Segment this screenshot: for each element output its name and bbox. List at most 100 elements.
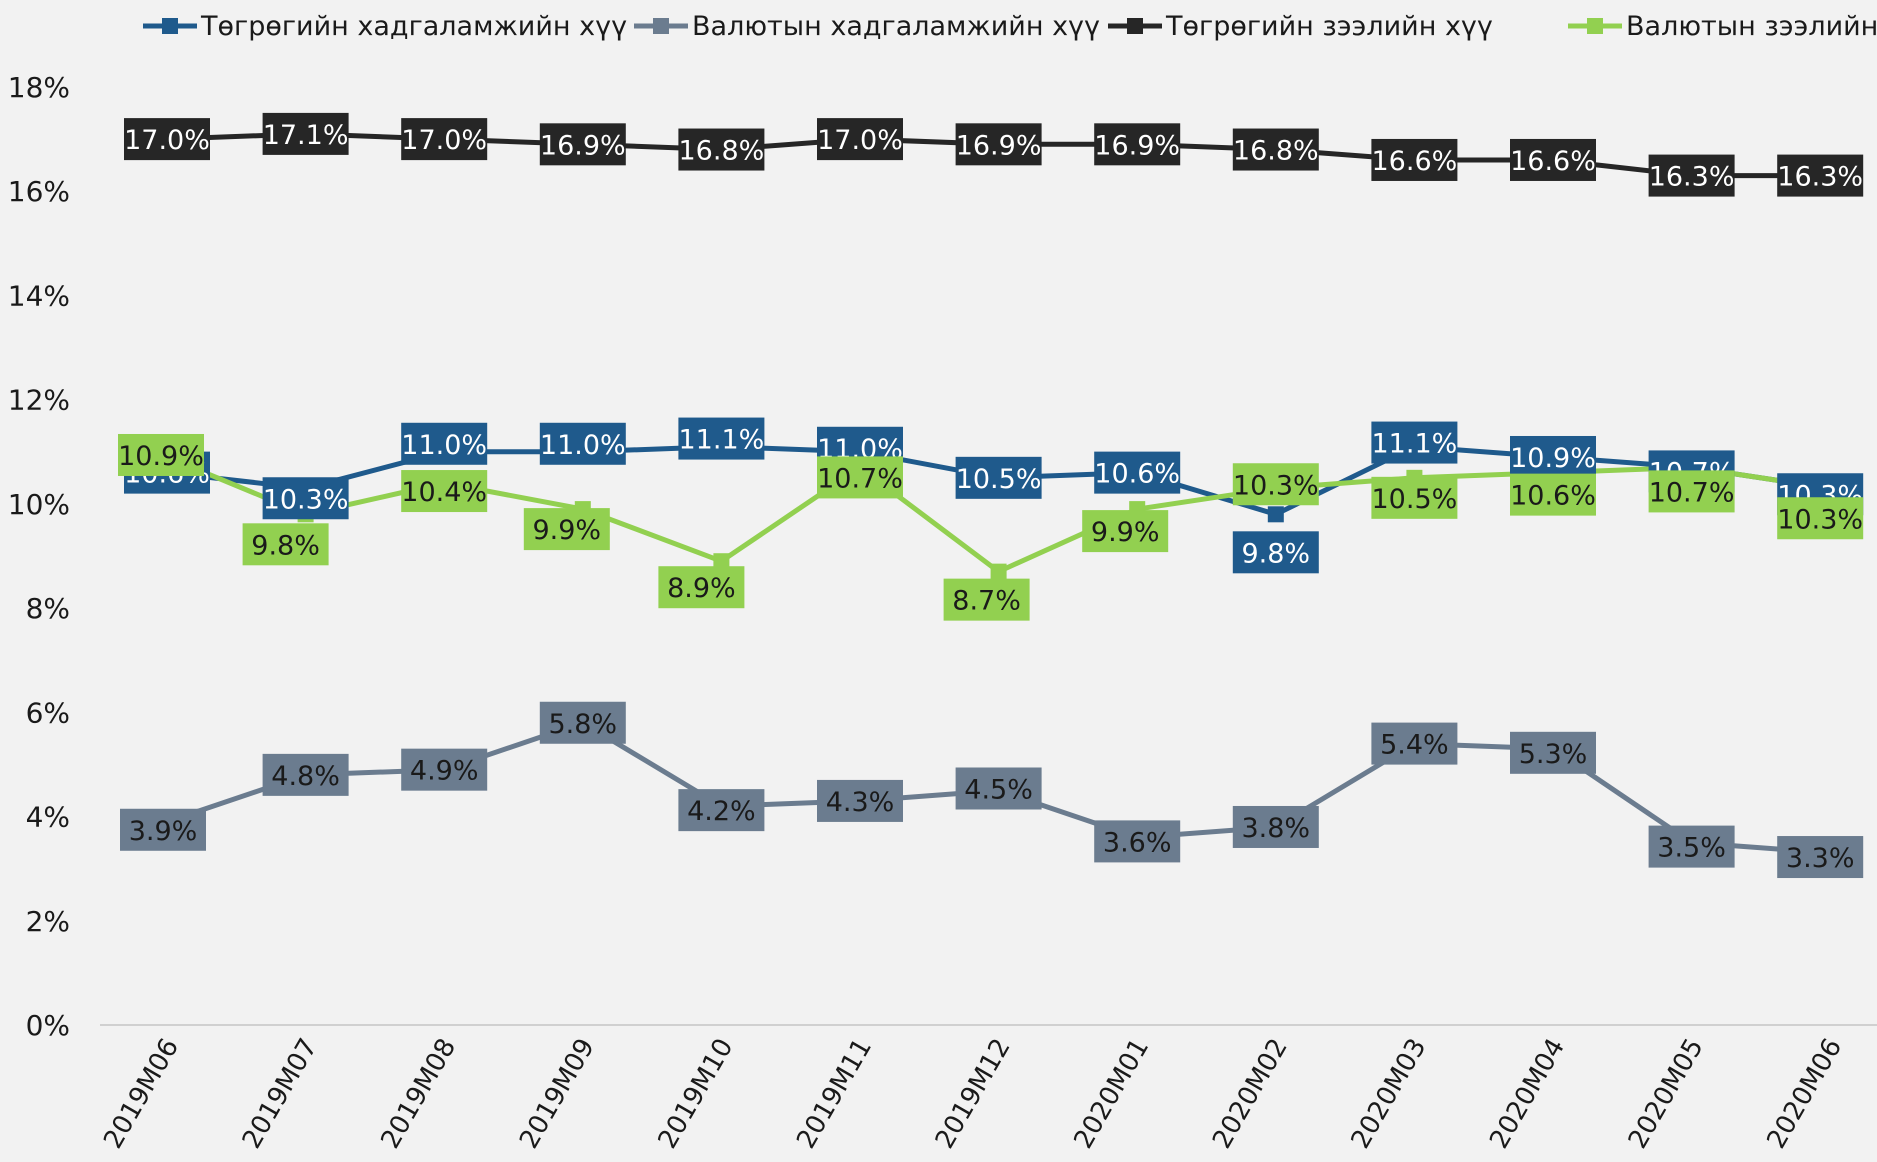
x-tick-label: 2020M06 [1761, 1034, 1848, 1154]
data-label: 8.9% [658, 566, 745, 609]
data-label-box [943, 578, 1030, 621]
x-tick-label: 2019M11 [791, 1034, 878, 1154]
data-label-box [1094, 123, 1181, 166]
data-label-text: 10.6% [1094, 459, 1180, 490]
data-label: 10.7% [1648, 470, 1735, 513]
legend-item: Валютын зээлийн хүү [1568, 11, 1877, 42]
y-tick-label: 8% [26, 592, 70, 625]
data-label-text: 10.3% [263, 484, 349, 515]
y-tick-label: 4% [26, 801, 70, 834]
x-tick-label: 2020M05 [1623, 1034, 1710, 1154]
legend-item: Төгрөгийн зээлийн хүү [1108, 11, 1493, 42]
data-label-box [1648, 825, 1735, 868]
data-label-text: 5.4% [1380, 730, 1449, 761]
data-label-text: 16.9% [956, 130, 1042, 161]
data-label: 9.9% [1082, 510, 1169, 553]
data-label: 16.8% [1232, 128, 1319, 171]
y-tick-label: 2% [26, 905, 70, 938]
data-label-text: 8.7% [952, 586, 1021, 617]
data-label: 3.9% [120, 808, 206, 851]
data-label-text: 3.5% [1657, 833, 1726, 864]
data-label: 10.3% [1777, 497, 1864, 540]
x-tick-label: 2020M02 [1207, 1034, 1294, 1154]
data-label-box [120, 808, 206, 851]
data-label: 10.5% [955, 456, 1042, 499]
legend-label: Төгрөгийн зээлийн хүү [1165, 11, 1493, 42]
data-label-box [678, 417, 765, 460]
data-label-box [262, 753, 349, 796]
x-tick-label: 2019M09 [514, 1034, 601, 1154]
data-label: 16.8% [678, 128, 765, 171]
data-label-box [1094, 820, 1181, 863]
data-label: 17.1% [262, 112, 349, 155]
data-label-box [539, 123, 626, 166]
data-label-text: 10.7% [817, 463, 903, 494]
series-point [713, 553, 730, 570]
data-label-text: 4.3% [826, 787, 895, 818]
data-label: 17.0% [401, 118, 488, 161]
data-label-box [678, 128, 765, 171]
data-label-text: 16.8% [679, 136, 765, 167]
data-label: 16.3% [1648, 154, 1735, 197]
x-tick-label: 2019M07 [237, 1034, 324, 1154]
data-label-text: 16.3% [1649, 162, 1735, 193]
data-label-box [1371, 476, 1458, 519]
data-label-text: 17.0% [401, 125, 487, 156]
data-label-text: 4.2% [687, 796, 756, 827]
data-label: 4.5% [955, 767, 1042, 810]
legend-label: Валютын хадгаламжийн хүү [692, 11, 1100, 42]
data-label-box [1648, 470, 1735, 513]
data-label-box [118, 433, 204, 476]
data-label-box [539, 422, 626, 465]
data-label-text: 9.8% [251, 530, 320, 561]
data-label: 9.9% [523, 508, 610, 551]
data-label-text: 4.8% [271, 761, 340, 792]
data-label-text: 4.5% [964, 775, 1033, 806]
data-label-box [678, 789, 765, 832]
data-label-box [1510, 731, 1596, 774]
data-label-text: 3.3% [1786, 843, 1855, 874]
y-tick-label: 12% [8, 384, 70, 417]
data-label-box [1510, 473, 1596, 516]
y-tick-label: 6% [26, 696, 70, 729]
data-label: 3.3% [1777, 836, 1864, 879]
data-label-text: 11.0% [401, 430, 487, 461]
x-tick-label: 2019M10 [653, 1034, 740, 1154]
data-label-box [1371, 138, 1458, 181]
data-label-box [1232, 531, 1319, 574]
data-label-text: 16.9% [540, 130, 626, 161]
data-label-box [401, 422, 488, 465]
data-label-box [1371, 722, 1458, 765]
data-label: 10.3% [1232, 463, 1319, 506]
data-label-box [242, 523, 329, 566]
data-label-text: 5.8% [548, 709, 617, 740]
data-label: 17.0% [124, 118, 210, 161]
data-label: 10.3% [262, 477, 349, 520]
data-label-text: 3.8% [1241, 813, 1310, 844]
x-tick-label: 2019M08 [375, 1034, 462, 1154]
data-label: 5.4% [1371, 722, 1458, 765]
y-tick-label: 10% [8, 488, 70, 521]
data-label-text: 16.8% [1233, 136, 1319, 167]
data-label-box [955, 456, 1042, 499]
data-label-text: 5.3% [1519, 739, 1588, 770]
data-label: 10.5% [1371, 476, 1458, 519]
data-label-text: 10.7% [1649, 477, 1735, 508]
data-label: 10.9% [118, 433, 204, 476]
data-label-box [955, 123, 1042, 166]
data-label: 16.9% [539, 123, 626, 166]
data-label-box [1510, 435, 1596, 478]
data-label-text: 11.1% [1372, 429, 1458, 460]
data-label-text: 16.3% [1777, 162, 1863, 193]
x-axis: 2019M06 2019M07 2019M08 2019M09 2019M10 2019M… [98, 1024, 1877, 1154]
data-label-box [1648, 154, 1735, 197]
data-label-text: 4.9% [410, 756, 479, 787]
data-label: 4.2% [678, 789, 765, 832]
data-label-box [1510, 138, 1596, 181]
data-label-text: 17.1% [263, 120, 349, 151]
data-label-box [401, 470, 488, 513]
data-label: 16.6% [1371, 138, 1458, 181]
data-label: 4.8% [262, 753, 349, 796]
data-label-text: 3.9% [129, 816, 198, 847]
